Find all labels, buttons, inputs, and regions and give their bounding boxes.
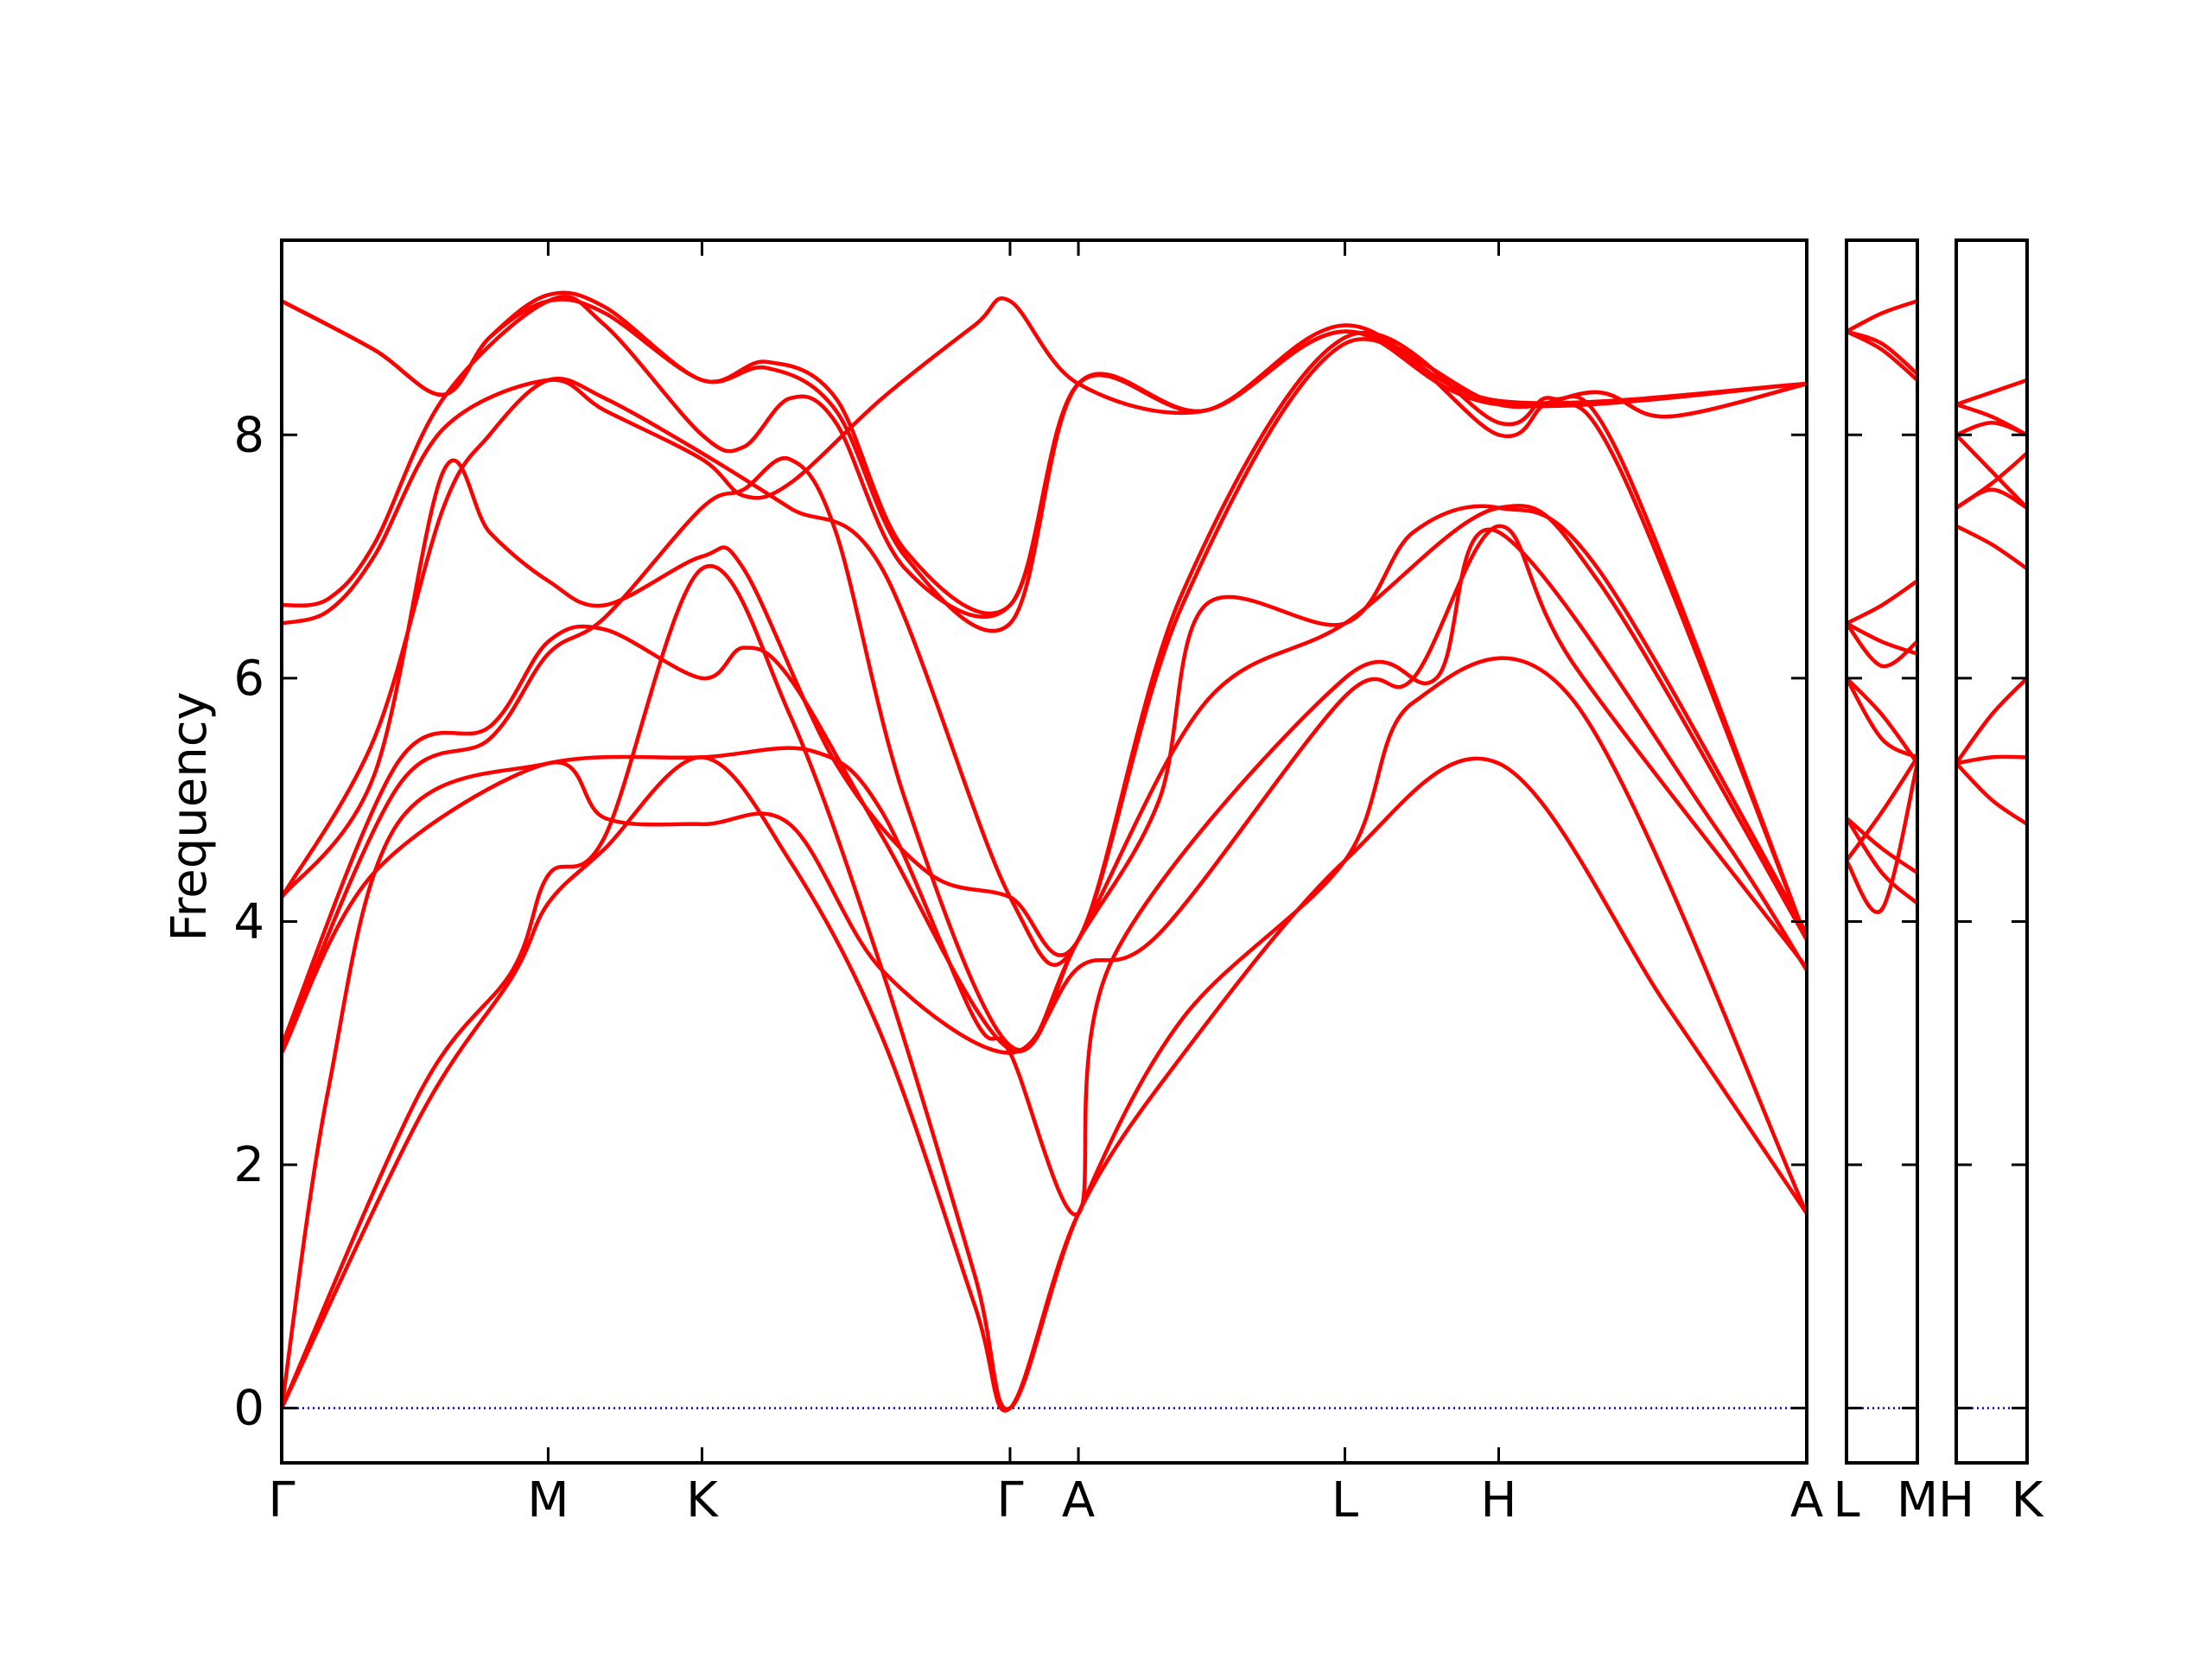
y-tick-label: 6: [233, 651, 264, 707]
y-tick-label: 8: [233, 407, 264, 463]
x-tick-label: L: [1833, 1472, 1859, 1529]
band-line-10: [1847, 329, 1917, 383]
band-group: [1956, 378, 2027, 827]
band-line-6: [1956, 487, 2027, 510]
band-line-12: [282, 290, 1807, 616]
band-line-3: [1847, 816, 1917, 906]
band-line-2: [282, 564, 1807, 1412]
band-group: [1847, 299, 1917, 914]
x-tick-label: K: [686, 1472, 719, 1529]
x-tick-label: A: [1790, 1472, 1823, 1529]
band-line-8: [1847, 578, 1917, 626]
band-line-6: [1847, 676, 1917, 760]
band-line-3: [282, 527, 1807, 1410]
x-tick-label: Γ: [996, 1472, 1023, 1529]
y-tick-label: 4: [233, 893, 264, 950]
y-tick-label: 2: [233, 1137, 264, 1193]
x-tick-label: L: [1332, 1472, 1358, 1529]
band-line-5: [1847, 676, 1917, 766]
band-line-12: [1847, 299, 1917, 334]
x-tick-label: A: [1062, 1472, 1095, 1529]
x-tick-label: H: [1938, 1472, 1974, 1529]
band-line-4: [1956, 524, 2027, 571]
band-line-2: [1956, 754, 2027, 766]
x-tick-label: M: [527, 1472, 569, 1529]
band-line-7: [282, 337, 1807, 957]
band-line-5: [282, 455, 1807, 1052]
band-line-1: [1956, 761, 2027, 827]
band-line-7: [1956, 433, 2027, 510]
band-line-8: [282, 330, 1807, 968]
x-tick-label: Γ: [268, 1472, 295, 1529]
band-line-10: [1956, 420, 2027, 437]
band-line-1: [282, 755, 1807, 1413]
band-line-2: [1847, 755, 1917, 863]
y-axis-label: Frequency: [162, 691, 218, 941]
band-group: [282, 290, 1807, 1413]
band-line-8: [1956, 378, 2027, 407]
band-line-11: [1847, 329, 1917, 377]
band-line-9: [282, 296, 1807, 626]
panel-frame: [1955, 238, 2029, 1465]
panel-frame: [280, 238, 1808, 1465]
y-tick-label: 0: [233, 1381, 264, 1437]
band-line-6: [282, 504, 1807, 1053]
x-tick-label: H: [1480, 1472, 1516, 1529]
x-tick-label: K: [2012, 1472, 2044, 1529]
band-line-1: [1847, 761, 1917, 914]
band-line-9: [1847, 621, 1917, 669]
band-line-3: [1956, 676, 2027, 766]
x-tick-label: M: [1897, 1472, 1938, 1529]
panel-frame: [1845, 238, 1919, 1465]
band-line-4: [1847, 816, 1917, 875]
